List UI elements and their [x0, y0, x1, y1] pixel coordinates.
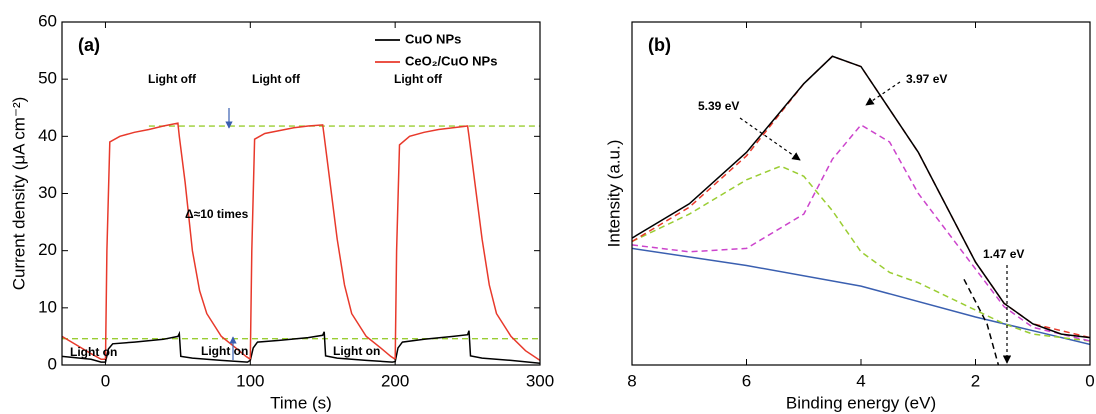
x-tick-label: 6: [742, 371, 751, 390]
y-tick-label: 50: [38, 69, 57, 88]
y-tick-label: 20: [38, 240, 57, 259]
panel-label: (b): [648, 35, 671, 55]
series-line: [632, 165, 1090, 342]
annotation: Δ≈10 times: [185, 207, 249, 221]
x-tick-label: 100: [236, 371, 264, 390]
series-line: [632, 247, 1090, 346]
annotation: 3.97 eV: [906, 72, 947, 86]
series-line: [62, 330, 540, 365]
series-line: [632, 55, 1090, 339]
y-axis-label: Intensity (a.u.): [604, 140, 623, 248]
y-tick-label: 10: [38, 297, 57, 316]
panel-label: (a): [78, 35, 100, 55]
legend-label: CuO NPs: [405, 31, 461, 46]
annotation: 5.39 eV: [698, 99, 739, 113]
annotation: Light on: [70, 345, 117, 359]
legend-label: CeO₂/CuO NPs: [405, 53, 497, 68]
x-tick-label: 4: [856, 371, 865, 390]
x-tick-label: 200: [381, 371, 409, 390]
arrow: [739, 117, 801, 161]
annotation: Light on: [333, 344, 380, 358]
series-line: [963, 278, 1000, 365]
y-tick-label: 60: [38, 11, 57, 30]
x-axis-label: Time (s): [270, 393, 332, 412]
series-line: [62, 122, 540, 362]
arrow: [865, 81, 901, 106]
y-tick-label: 40: [38, 126, 57, 145]
x-tick-label: 2: [971, 371, 980, 390]
x-tick-label: 8: [627, 371, 636, 390]
series-line: [632, 123, 1090, 342]
x-tick-label: 0: [1085, 371, 1094, 390]
plot-frame: [61, 21, 541, 366]
y-tick-label: 30: [38, 183, 57, 202]
x-axis-label: Binding energy (eV): [786, 393, 936, 412]
annotation: Light on: [201, 344, 248, 358]
x-tick-label: 300: [526, 371, 554, 390]
annotation: Light off: [148, 72, 197, 86]
x-tick-label: 0: [101, 371, 110, 390]
y-axis-label: Current density (μA cm⁻²): [9, 97, 28, 291]
annotation: Light off: [252, 72, 301, 86]
annotation: 1.47 eV: [983, 247, 1024, 261]
annotation: Light off: [394, 72, 443, 86]
y-tick-label: 0: [48, 354, 57, 373]
